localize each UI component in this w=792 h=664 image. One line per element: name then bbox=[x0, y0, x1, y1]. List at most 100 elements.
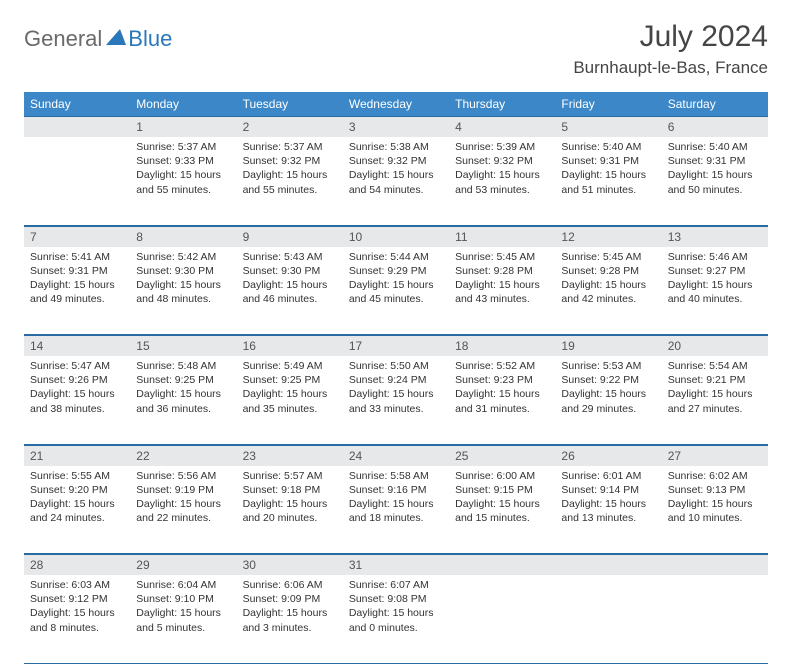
day-number: 8 bbox=[130, 226, 236, 247]
day-cell bbox=[555, 575, 661, 663]
day-cell: Sunrise: 6:04 AMSunset: 9:10 PMDaylight:… bbox=[130, 575, 236, 663]
day-details: Sunrise: 5:48 AMSunset: 9:25 PMDaylight:… bbox=[130, 356, 236, 422]
day-number: 21 bbox=[24, 445, 130, 466]
weekday-header: Wednesday bbox=[343, 92, 449, 116]
day-cell bbox=[449, 575, 555, 663]
day-number: 17 bbox=[343, 335, 449, 356]
day-number: 27 bbox=[662, 445, 768, 466]
day-details: Sunrise: 5:58 AMSunset: 9:16 PMDaylight:… bbox=[343, 466, 449, 532]
day-details: Sunrise: 5:46 AMSunset: 9:27 PMDaylight:… bbox=[662, 247, 768, 313]
day-cell: Sunrise: 5:37 AMSunset: 9:33 PMDaylight:… bbox=[130, 137, 236, 225]
weekday-header: Monday bbox=[130, 92, 236, 116]
day-details: Sunrise: 6:06 AMSunset: 9:09 PMDaylight:… bbox=[237, 575, 343, 641]
day-number: 28 bbox=[24, 554, 130, 575]
day-details: Sunrise: 5:37 AMSunset: 9:33 PMDaylight:… bbox=[130, 137, 236, 203]
day-cell: Sunrise: 5:39 AMSunset: 9:32 PMDaylight:… bbox=[449, 137, 555, 225]
day-details: Sunrise: 5:38 AMSunset: 9:32 PMDaylight:… bbox=[343, 137, 449, 203]
day-cell: Sunrise: 5:46 AMSunset: 9:27 PMDaylight:… bbox=[662, 247, 768, 335]
month-title: July 2024 bbox=[573, 20, 768, 54]
logo-text-general: General bbox=[24, 26, 102, 52]
day-cell: Sunrise: 5:54 AMSunset: 9:21 PMDaylight:… bbox=[662, 356, 768, 444]
weekday-header: Sunday bbox=[24, 92, 130, 116]
day-details: Sunrise: 5:57 AMSunset: 9:18 PMDaylight:… bbox=[237, 466, 343, 532]
day-cell: Sunrise: 6:01 AMSunset: 9:14 PMDaylight:… bbox=[555, 466, 661, 554]
day-number: 22 bbox=[130, 445, 236, 466]
day-details: Sunrise: 5:53 AMSunset: 9:22 PMDaylight:… bbox=[555, 356, 661, 422]
day-details: Sunrise: 6:00 AMSunset: 9:15 PMDaylight:… bbox=[449, 466, 555, 532]
day-number: 2 bbox=[237, 116, 343, 137]
day-cell: Sunrise: 5:38 AMSunset: 9:32 PMDaylight:… bbox=[343, 137, 449, 225]
day-number: 25 bbox=[449, 445, 555, 466]
day-number bbox=[662, 554, 768, 575]
day-details: Sunrise: 5:55 AMSunset: 9:20 PMDaylight:… bbox=[24, 466, 130, 532]
day-details: Sunrise: 5:45 AMSunset: 9:28 PMDaylight:… bbox=[555, 247, 661, 313]
day-cell: Sunrise: 6:02 AMSunset: 9:13 PMDaylight:… bbox=[662, 466, 768, 554]
day-cell: Sunrise: 6:07 AMSunset: 9:08 PMDaylight:… bbox=[343, 575, 449, 663]
day-number: 9 bbox=[237, 226, 343, 247]
day-details: Sunrise: 6:04 AMSunset: 9:10 PMDaylight:… bbox=[130, 575, 236, 641]
weekday-header: Saturday bbox=[662, 92, 768, 116]
day-cell: Sunrise: 5:40 AMSunset: 9:31 PMDaylight:… bbox=[662, 137, 768, 225]
day-details: Sunrise: 5:40 AMSunset: 9:31 PMDaylight:… bbox=[662, 137, 768, 203]
day-details: Sunrise: 5:41 AMSunset: 9:31 PMDaylight:… bbox=[24, 247, 130, 313]
day-details: Sunrise: 6:07 AMSunset: 9:08 PMDaylight:… bbox=[343, 575, 449, 641]
day-number bbox=[449, 554, 555, 575]
day-cell bbox=[24, 137, 130, 225]
weekday-header: Friday bbox=[555, 92, 661, 116]
day-details: Sunrise: 5:54 AMSunset: 9:21 PMDaylight:… bbox=[662, 356, 768, 422]
day-details: Sunrise: 5:45 AMSunset: 9:28 PMDaylight:… bbox=[449, 247, 555, 313]
day-number: 10 bbox=[343, 226, 449, 247]
day-cell: Sunrise: 5:53 AMSunset: 9:22 PMDaylight:… bbox=[555, 356, 661, 444]
day-cell: Sunrise: 5:47 AMSunset: 9:26 PMDaylight:… bbox=[24, 356, 130, 444]
day-cell bbox=[662, 575, 768, 663]
logo-triangle-icon bbox=[106, 29, 126, 50]
day-details: Sunrise: 5:40 AMSunset: 9:31 PMDaylight:… bbox=[555, 137, 661, 203]
day-details: Sunrise: 5:56 AMSunset: 9:19 PMDaylight:… bbox=[130, 466, 236, 532]
day-number: 19 bbox=[555, 335, 661, 356]
day-cell: Sunrise: 5:45 AMSunset: 9:28 PMDaylight:… bbox=[449, 247, 555, 335]
day-number: 20 bbox=[662, 335, 768, 356]
day-number: 6 bbox=[662, 116, 768, 137]
day-details: Sunrise: 5:37 AMSunset: 9:32 PMDaylight:… bbox=[237, 137, 343, 203]
day-cell: Sunrise: 5:50 AMSunset: 9:24 PMDaylight:… bbox=[343, 356, 449, 444]
logo: General Blue bbox=[24, 26, 172, 52]
day-cell: Sunrise: 5:57 AMSunset: 9:18 PMDaylight:… bbox=[237, 466, 343, 554]
calendar-header: SundayMondayTuesdayWednesdayThursdayFrid… bbox=[24, 92, 768, 116]
day-cell: Sunrise: 5:42 AMSunset: 9:30 PMDaylight:… bbox=[130, 247, 236, 335]
day-cell: Sunrise: 5:58 AMSunset: 9:16 PMDaylight:… bbox=[343, 466, 449, 554]
day-number: 11 bbox=[449, 226, 555, 247]
day-number: 5 bbox=[555, 116, 661, 137]
day-number: 4 bbox=[449, 116, 555, 137]
day-details: Sunrise: 6:03 AMSunset: 9:12 PMDaylight:… bbox=[24, 575, 130, 641]
day-number: 18 bbox=[449, 335, 555, 356]
day-number bbox=[555, 554, 661, 575]
day-cell: Sunrise: 5:52 AMSunset: 9:23 PMDaylight:… bbox=[449, 356, 555, 444]
day-number: 24 bbox=[343, 445, 449, 466]
day-number: 26 bbox=[555, 445, 661, 466]
day-cell: Sunrise: 6:03 AMSunset: 9:12 PMDaylight:… bbox=[24, 575, 130, 663]
day-cell: Sunrise: 5:45 AMSunset: 9:28 PMDaylight:… bbox=[555, 247, 661, 335]
day-cell: Sunrise: 5:41 AMSunset: 9:31 PMDaylight:… bbox=[24, 247, 130, 335]
day-cell: Sunrise: 5:37 AMSunset: 9:32 PMDaylight:… bbox=[237, 137, 343, 225]
weekday-header: Tuesday bbox=[237, 92, 343, 116]
title-block: July 2024 Burnhaupt-le-Bas, France bbox=[573, 20, 768, 78]
day-cell: Sunrise: 5:48 AMSunset: 9:25 PMDaylight:… bbox=[130, 356, 236, 444]
day-number: 29 bbox=[130, 554, 236, 575]
calendar-body: 123456Sunrise: 5:37 AMSunset: 9:33 PMDay… bbox=[24, 116, 768, 663]
day-number: 16 bbox=[237, 335, 343, 356]
day-number: 12 bbox=[555, 226, 661, 247]
day-details: Sunrise: 5:49 AMSunset: 9:25 PMDaylight:… bbox=[237, 356, 343, 422]
day-number: 30 bbox=[237, 554, 343, 575]
day-details: Sunrise: 5:50 AMSunset: 9:24 PMDaylight:… bbox=[343, 356, 449, 422]
day-cell: Sunrise: 5:49 AMSunset: 9:25 PMDaylight:… bbox=[237, 356, 343, 444]
day-cell: Sunrise: 6:00 AMSunset: 9:15 PMDaylight:… bbox=[449, 466, 555, 554]
calendar-table: SundayMondayTuesdayWednesdayThursdayFrid… bbox=[24, 92, 768, 664]
day-details: Sunrise: 6:02 AMSunset: 9:13 PMDaylight:… bbox=[662, 466, 768, 532]
day-cell: Sunrise: 6:06 AMSunset: 9:09 PMDaylight:… bbox=[237, 575, 343, 663]
day-number: 14 bbox=[24, 335, 130, 356]
day-number: 15 bbox=[130, 335, 236, 356]
logo-text-blue: Blue bbox=[128, 26, 172, 52]
header: General Blue July 2024 Burnhaupt-le-Bas,… bbox=[24, 20, 768, 78]
day-cell: Sunrise: 5:44 AMSunset: 9:29 PMDaylight:… bbox=[343, 247, 449, 335]
day-cell: Sunrise: 5:55 AMSunset: 9:20 PMDaylight:… bbox=[24, 466, 130, 554]
